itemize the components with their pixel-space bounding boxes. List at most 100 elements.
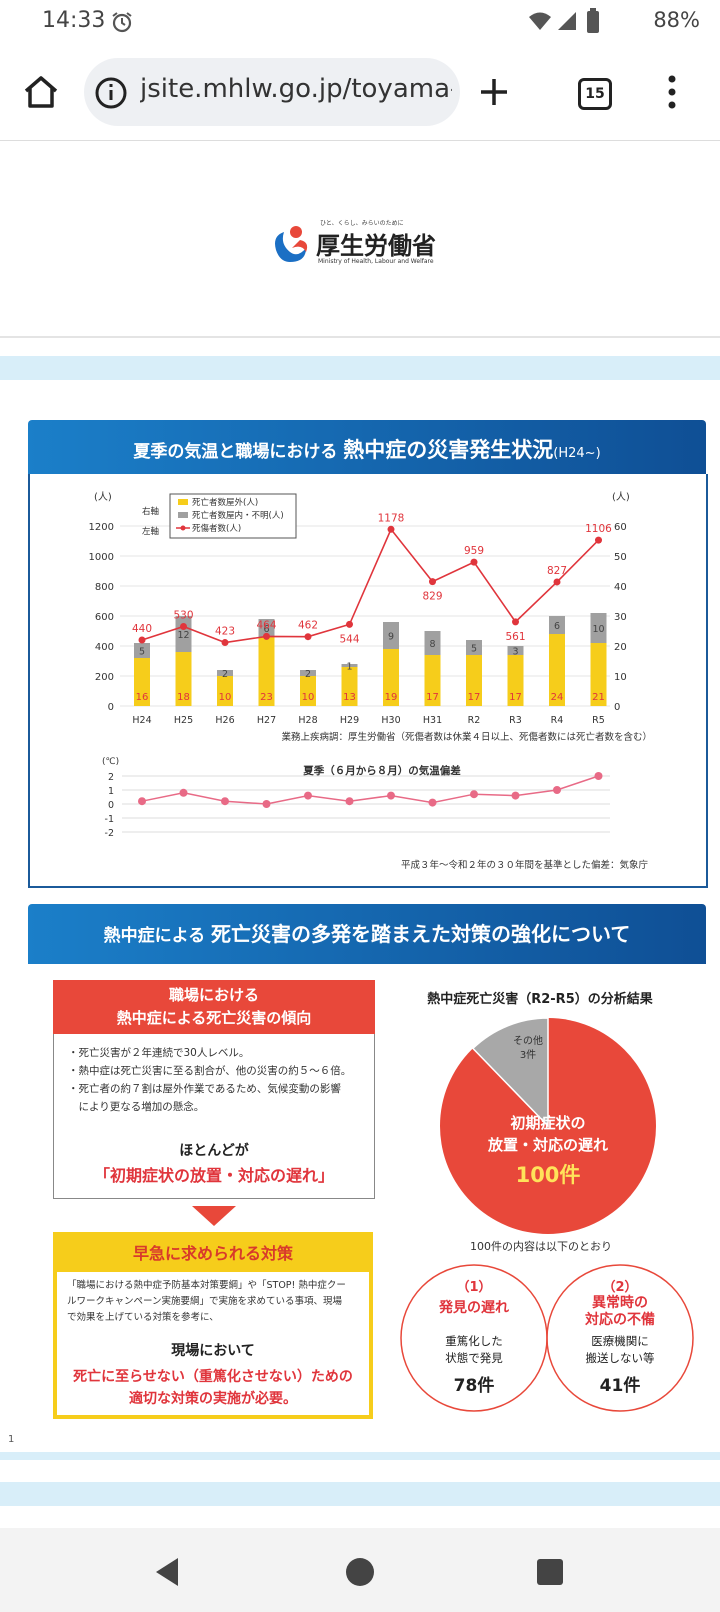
temp-tick: 1 <box>108 786 114 797</box>
bar-outdoor <box>217 676 233 706</box>
mhlw-logo[interactable]: ひと、くらし、みらいのために 厚生労働省 Ministry of Health,… <box>270 218 450 268</box>
bar-indoor <box>549 616 565 634</box>
page-bottom-band <box>0 1452 720 1460</box>
home-icon[interactable] <box>22 74 60 110</box>
right-axis-unit: (人) <box>612 491 630 503</box>
address-bar[interactable]: jsite.mhlw.go.jp/toyama- <box>84 58 460 126</box>
x-tick-label: H28 <box>298 715 317 726</box>
casualty-label: 827 <box>547 565 567 577</box>
bar-indoor-label: 10 <box>592 624 604 635</box>
panel1-title-b: 熱中症の災害発生状況 <box>343 438 554 462</box>
pie-slice-other <box>471 1017 549 1128</box>
temp-point <box>262 800 271 808</box>
home-nav-icon[interactable] <box>344 1556 376 1588</box>
chart-source: 業務上疾病調：厚生労働省（死傷者数は休業４日以上、死傷者数には死亡者数を含む） <box>281 731 652 743</box>
cause-1-desc-1: 重篤化した <box>445 1334 503 1348</box>
cause-1-number: （1） <box>456 1280 492 1295</box>
legend-swatch-indoor <box>178 512 188 518</box>
casualty-line <box>141 527 600 644</box>
cause-2-title-2: 対応の不備 <box>585 1312 655 1328</box>
temp-line <box>141 775 599 805</box>
final-line-1: 死亡に至らせない（重篤化させない）ための <box>73 1369 353 1385</box>
tab-switcher-button[interactable]: 15 <box>578 78 612 110</box>
light-blue-band-2 <box>0 1482 720 1506</box>
bar-outdoor-label: 16 <box>136 692 149 703</box>
bar-outdoor <box>258 637 275 706</box>
battery-percent: 88% <box>653 8 700 32</box>
back-icon[interactable] <box>152 1556 182 1588</box>
bar-outdoor-label: 13 <box>343 692 356 703</box>
bar-indoor <box>507 646 524 655</box>
temp-point <box>304 791 312 800</box>
legend-indoor: 死亡者数屋内・不明(人) <box>192 510 284 521</box>
cause-1-desc-2: 状態で発見 <box>445 1351 503 1365</box>
temp-point <box>511 791 520 800</box>
left-axis-tick: 800 <box>95 582 114 593</box>
bar-indoor-label: 3 <box>512 647 518 658</box>
recents-icon[interactable] <box>536 1558 564 1586</box>
status-bar: 14:33 88% <box>0 0 720 44</box>
cause-1-count: 78件 <box>453 1376 495 1396</box>
cause-2-desc-2: 搬送しない等 <box>585 1351 655 1365</box>
panel2-header: 熱中症による 死亡災害の多発を踏まえた対策の強化について <box>28 904 706 964</box>
bar-outdoor-label: 24 <box>551 692 564 703</box>
bar-indoor <box>258 619 275 637</box>
final-line-2: 適切な対策の実施が必要。 <box>129 1391 297 1407</box>
page-number: 1 <box>8 1434 15 1445</box>
pie-main-label-1: 初期症状の <box>510 1114 585 1132</box>
bar-outdoor-label: 17 <box>509 692 522 703</box>
bar-outdoor <box>590 643 607 706</box>
temp-point <box>428 798 437 807</box>
legend-box <box>169 493 297 539</box>
legend-casualties: 死傷者数(人) <box>192 523 241 534</box>
countermeasure-box: 早急に求められる対策 「職場における熱中症予防基本対策要綱」や「STOP! 熱中… <box>53 1232 373 1419</box>
cause-1-title: 発見の遅れ <box>439 1300 509 1316</box>
left-axis-tick: 1200 <box>89 522 114 533</box>
bar-indoor <box>424 631 441 655</box>
site-info-icon[interactable] <box>94 76 128 110</box>
bar-outdoor <box>507 655 524 706</box>
temp-point <box>221 797 229 806</box>
casualty-label: 464 <box>256 619 276 631</box>
battery-icon <box>587 8 599 33</box>
status-time: 14:33 <box>42 8 106 33</box>
bar-outdoor <box>549 634 565 706</box>
bar-outdoor-label: 17 <box>468 692 481 703</box>
divider <box>0 336 720 338</box>
casualty-point <box>512 618 519 626</box>
bar-indoor <box>300 670 316 676</box>
casualty-label: 544 <box>339 633 359 645</box>
casualty-label: 959 <box>464 545 484 557</box>
right-axis-tick: 30 <box>614 612 627 623</box>
x-tick-label: H25 <box>174 715 193 726</box>
x-tick-label: R4 <box>551 715 564 726</box>
cause-2-desc-1: 医療機関に <box>591 1334 649 1348</box>
right-axis-tick: 0 <box>614 702 620 713</box>
bar-outdoor <box>383 649 399 706</box>
cause-2-number: （2） <box>602 1280 638 1295</box>
bar-outdoor-label: 23 <box>260 692 273 703</box>
bar-indoor <box>383 622 399 649</box>
trend-bullet: ・死亡災害が２年連続で30人レベル。 <box>68 1047 250 1059</box>
new-tab-icon[interactable] <box>478 76 510 108</box>
cause-1: （1） 発見の遅れ 重篤化した 状態で発見 78件 <box>404 1276 544 1396</box>
left-axis-tick: 400 <box>95 642 114 653</box>
bar-outdoor-label: 17 <box>426 692 439 703</box>
pie-title: 熱中症死亡災害（R2-R5）の分析結果 <box>427 992 653 1007</box>
panel1-title: 夏季の気温と職場における 熱中症の災害発生状況(H24~) <box>28 434 706 464</box>
more-menu-icon[interactable] <box>666 74 678 110</box>
legend-swatch-dot <box>180 525 186 531</box>
mostly-red-label: 「初期症状の放置・対応の遅れ」 <box>93 1166 334 1185</box>
x-tick-label: R2 <box>468 715 481 726</box>
down-arrow-icon <box>192 1206 236 1226</box>
signal-icon <box>558 12 576 30</box>
url-text[interactable]: jsite.mhlw.go.jp/toyama- <box>140 74 452 104</box>
breakdown-caption: 100件の内容は以下のとおり <box>470 1240 612 1253</box>
trend-head-line1: 職場における <box>168 986 259 1004</box>
left-axis-tick: 0 <box>108 702 114 713</box>
legend-swatch-outdoor <box>178 499 188 505</box>
cause-2: （2） 異常時の 対応の不備 医療機関に 搬送しない等 41件 <box>550 1276 690 1396</box>
casualty-label: 1106 <box>585 523 612 535</box>
x-tick-label: R3 <box>509 715 522 726</box>
bar-indoor-label: 2 <box>222 669 228 680</box>
